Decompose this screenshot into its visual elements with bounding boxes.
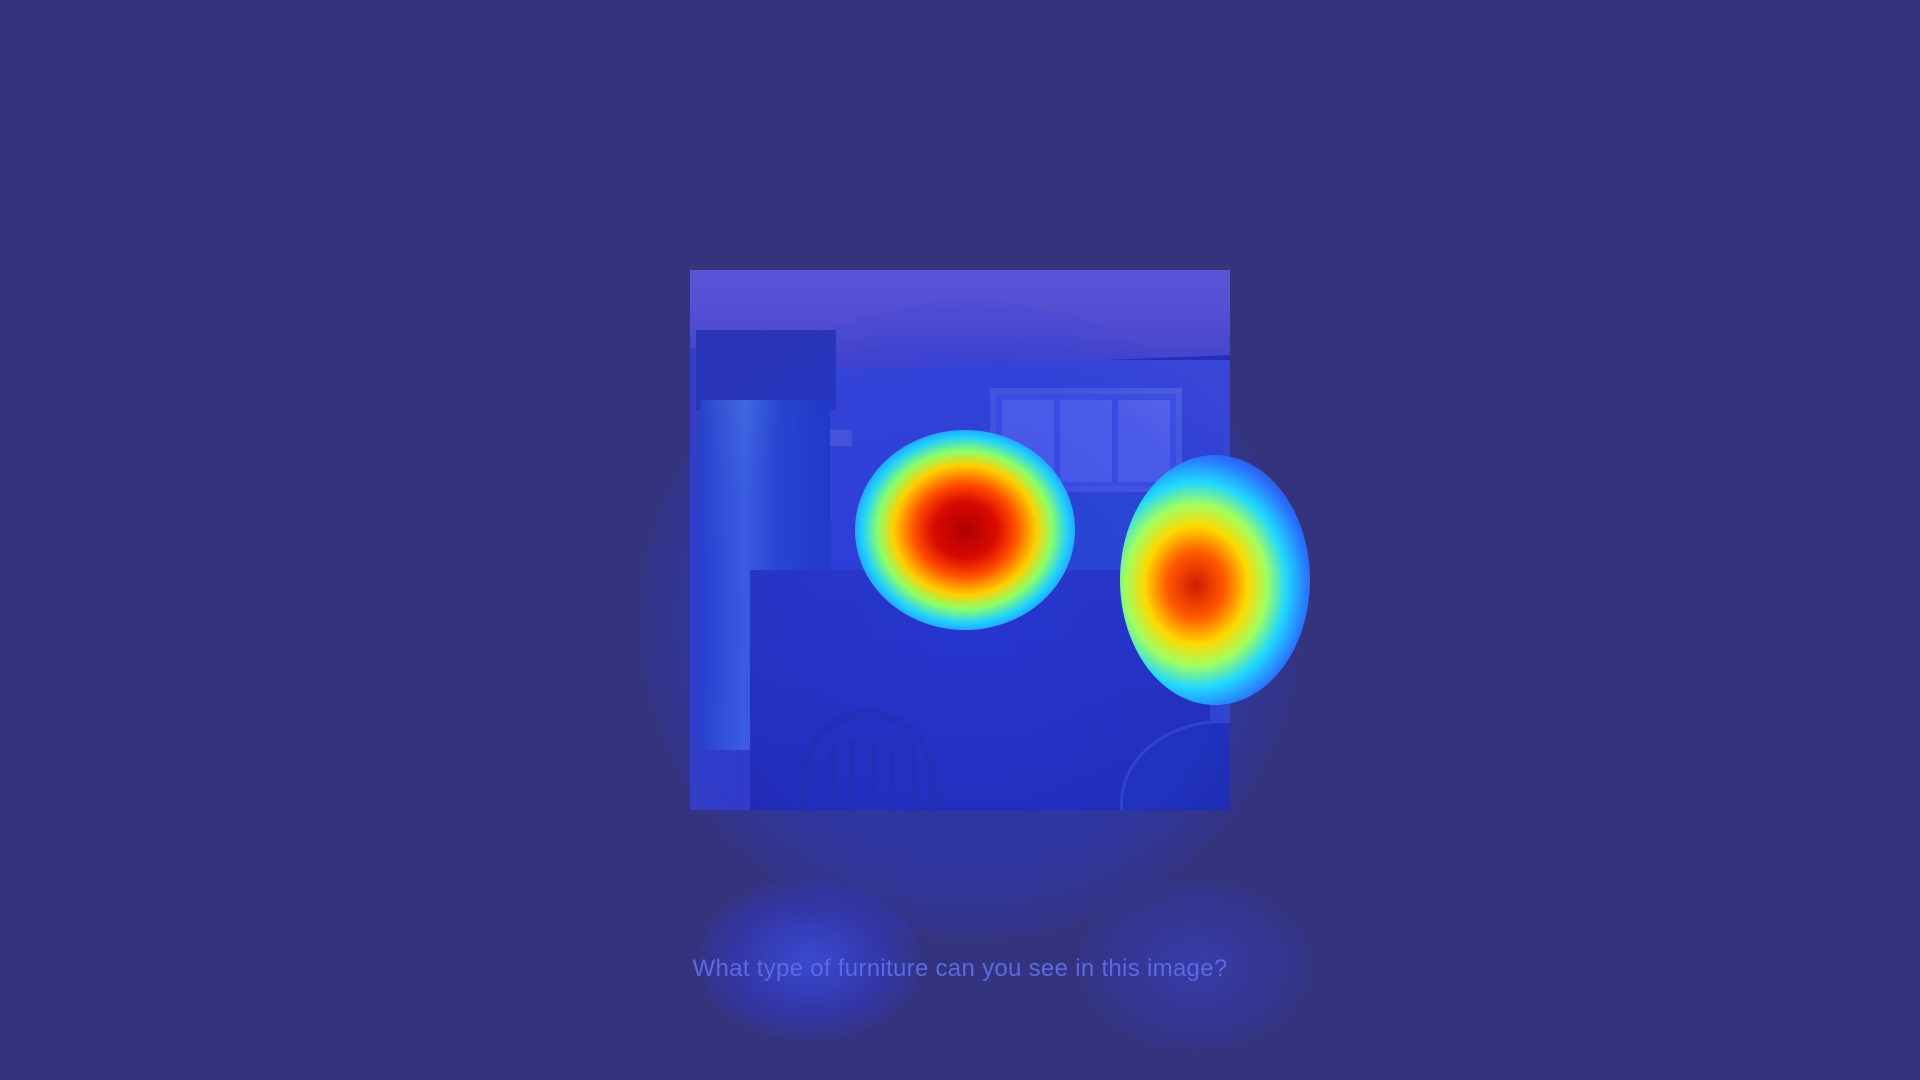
living-room-photo: [690, 270, 1230, 810]
photo-tint: [690, 270, 1230, 810]
question-text: What type of furniture can you see in th…: [692, 955, 1228, 982]
